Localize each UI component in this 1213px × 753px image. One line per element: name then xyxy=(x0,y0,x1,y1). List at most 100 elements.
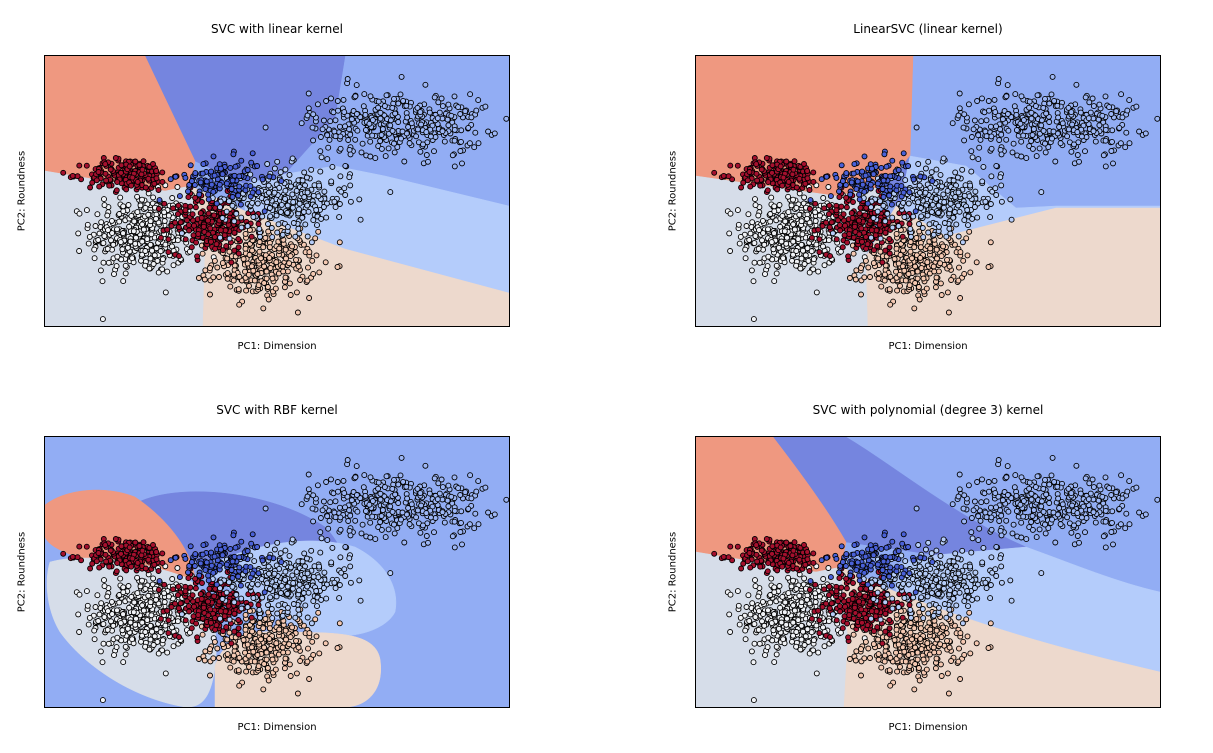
data-point xyxy=(445,101,452,108)
data-point xyxy=(797,265,804,272)
data-point xyxy=(1012,91,1019,98)
data-point xyxy=(853,267,860,274)
data-point xyxy=(140,226,147,233)
data-point xyxy=(861,188,868,195)
data-point xyxy=(117,194,124,201)
data-point xyxy=(387,117,394,124)
data-point xyxy=(841,232,848,239)
data-point xyxy=(790,251,797,258)
data-point xyxy=(812,200,819,207)
data-point xyxy=(195,612,202,619)
data-point xyxy=(320,117,327,124)
data-point xyxy=(751,240,758,247)
data-point xyxy=(154,257,161,264)
data-point xyxy=(1090,128,1097,135)
data-point xyxy=(297,277,304,283)
data-point xyxy=(322,640,329,647)
data-point xyxy=(335,107,341,114)
data-point xyxy=(749,219,756,226)
data-point xyxy=(408,120,415,127)
data-point xyxy=(211,257,218,264)
data-point xyxy=(321,188,328,195)
data-point xyxy=(458,138,464,145)
data-point xyxy=(217,165,224,172)
data-point xyxy=(868,227,875,234)
data-point xyxy=(956,105,963,112)
data-point xyxy=(132,621,139,628)
data-point xyxy=(740,179,747,186)
data-point xyxy=(146,646,153,653)
data-point xyxy=(769,162,776,169)
data-point xyxy=(1003,136,1010,143)
data-point xyxy=(129,255,136,262)
data-point xyxy=(254,271,261,277)
data-point xyxy=(235,192,242,199)
data-point xyxy=(387,122,394,129)
data-point xyxy=(304,658,311,665)
data-point xyxy=(100,621,107,628)
data-point xyxy=(314,101,321,108)
data-point xyxy=(863,245,870,252)
data-point xyxy=(917,205,924,211)
data-point xyxy=(992,185,999,192)
data-point xyxy=(84,221,91,228)
data-point xyxy=(977,136,984,143)
data-point xyxy=(103,177,110,184)
data-point xyxy=(877,198,883,205)
data-point xyxy=(275,221,282,228)
data-point xyxy=(273,259,280,266)
data-point xyxy=(777,163,784,170)
data-point xyxy=(874,243,881,250)
data-point xyxy=(276,626,283,633)
data-point xyxy=(746,169,753,175)
data-point xyxy=(1020,132,1027,139)
data-point xyxy=(1013,111,1020,118)
data-point xyxy=(882,218,889,225)
data-point xyxy=(293,637,299,644)
data-point xyxy=(150,261,157,267)
data-point xyxy=(120,584,127,591)
data-point xyxy=(867,181,874,188)
data-point xyxy=(305,645,311,652)
data-point xyxy=(853,186,860,193)
data-point xyxy=(1069,121,1076,128)
data-point xyxy=(182,236,189,243)
data-point xyxy=(99,316,106,323)
data-point xyxy=(346,126,353,133)
data-point xyxy=(475,140,482,147)
data-point xyxy=(875,270,882,277)
data-point xyxy=(260,625,267,632)
data-point xyxy=(905,271,912,277)
data-point xyxy=(134,178,141,185)
data-point xyxy=(265,677,272,684)
data-point xyxy=(404,114,411,121)
data-point xyxy=(711,169,718,176)
data-point xyxy=(264,665,271,671)
y-axis-label: PC2: Roundness xyxy=(16,150,28,232)
data-point xyxy=(750,278,757,285)
data-point xyxy=(897,282,903,289)
data-point xyxy=(113,187,120,194)
data-point xyxy=(789,257,795,264)
data-point xyxy=(908,255,915,262)
data-point xyxy=(802,180,809,187)
data-point xyxy=(182,207,189,214)
data-point xyxy=(753,170,760,177)
data-point xyxy=(991,96,998,103)
data-point xyxy=(806,187,813,193)
data-point xyxy=(347,151,354,158)
data-point xyxy=(282,627,289,634)
data-point xyxy=(976,144,983,151)
data-point xyxy=(752,202,759,209)
data-point xyxy=(159,178,166,185)
data-point xyxy=(92,604,99,610)
data-point xyxy=(965,222,971,229)
data-point xyxy=(742,255,749,262)
data-point xyxy=(106,182,113,189)
data-point xyxy=(105,640,112,647)
data-point xyxy=(206,585,213,592)
data-point xyxy=(933,187,940,194)
data-point xyxy=(867,274,873,280)
data-point xyxy=(139,577,145,584)
data-point xyxy=(475,97,482,104)
